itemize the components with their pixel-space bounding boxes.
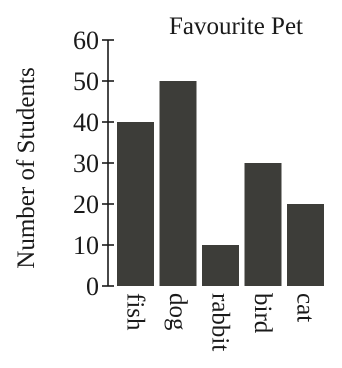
category-label-rabbit: rabbit xyxy=(207,293,234,351)
y-tick-label: 60 xyxy=(73,26,99,55)
bars xyxy=(117,81,324,286)
y-tick-label: 50 xyxy=(73,67,99,96)
bar-fish xyxy=(117,122,154,286)
y-axis-label: Number of Students xyxy=(13,67,40,268)
y-tick-label: 20 xyxy=(73,190,99,219)
bar-rabbit xyxy=(202,245,239,286)
y-tick-label: 10 xyxy=(73,231,99,260)
y-axis-ticks: 0 10 20 30 40 50 60 xyxy=(73,26,114,301)
category-labels: fish dog rabbit bird cat xyxy=(122,293,319,351)
y-tick-label: 30 xyxy=(73,149,99,178)
y-tick-label: 0 xyxy=(86,272,99,301)
chart-title: Favourite Pet xyxy=(169,13,303,40)
category-label-bird: bird xyxy=(249,293,276,334)
category-label-cat: cat xyxy=(292,293,319,322)
bar-cat xyxy=(287,204,324,286)
bar-bird xyxy=(244,163,282,286)
bar-dog xyxy=(159,81,197,286)
category-label-fish: fish xyxy=(122,293,149,331)
category-label-dog: dog xyxy=(164,293,191,331)
y-tick-label: 40 xyxy=(73,108,99,137)
